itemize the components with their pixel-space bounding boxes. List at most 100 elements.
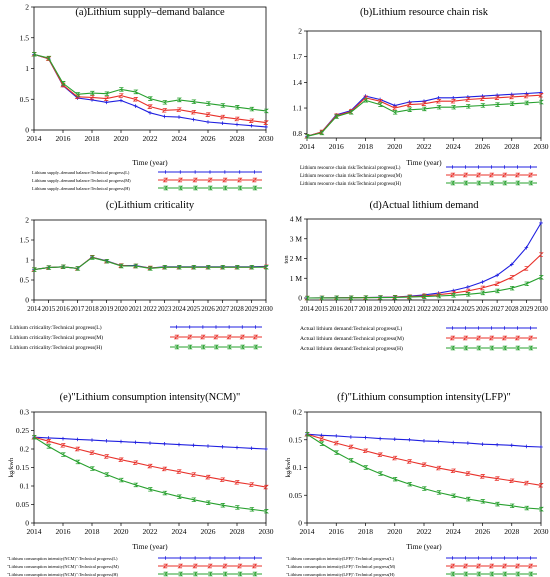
data-point-M — [89, 95, 95, 100]
data-point-H — [436, 490, 442, 495]
data-point-M — [147, 463, 153, 469]
data-point-H — [133, 89, 139, 95]
legend-label: Lithium criticality:Technical progress(M… — [10, 334, 103, 341]
data-point-H — [480, 103, 486, 108]
legend-marker-L — [489, 556, 494, 560]
data-point-L — [349, 435, 353, 439]
x-axis-label: Time (year) — [132, 158, 168, 167]
data-point-H — [119, 87, 124, 92]
legend-marker-M — [173, 334, 180, 340]
legend-marker-H — [515, 180, 521, 186]
data-point-M — [263, 120, 269, 125]
legend-marker-H — [214, 344, 219, 350]
data-point-M — [362, 448, 369, 454]
data-point-L — [104, 439, 109, 443]
data-point-H — [177, 494, 182, 499]
x-tick-label: 2021 — [129, 306, 143, 313]
y-tick-label: 1 — [25, 64, 29, 73]
data-point-L — [249, 123, 254, 128]
legend-label: "Lithium consumption intensity(NCM)":Tec… — [7, 556, 118, 561]
plot-frame — [33, 219, 267, 301]
y-tick-label: 3 M — [290, 234, 303, 243]
data-point-L — [264, 125, 268, 129]
data-point-H — [436, 104, 442, 110]
data-point-H — [319, 130, 325, 136]
data-point-H — [249, 265, 255, 270]
data-point-H — [162, 265, 168, 270]
legend-marker-L — [476, 556, 481, 560]
legend-marker-M — [192, 563, 198, 569]
legend-marker-M — [501, 172, 508, 178]
data-point-M — [538, 483, 544, 488]
data-point-H — [480, 290, 486, 296]
legend-marker-L — [489, 165, 494, 169]
data-point-M — [103, 96, 110, 101]
y-tick-label: 0 — [298, 519, 302, 528]
data-point-L — [235, 122, 239, 127]
data-point-H — [495, 102, 501, 107]
legend-marker-M — [251, 563, 258, 569]
data-point-L — [264, 447, 268, 451]
legend-marker-M — [514, 563, 521, 569]
legend-marker-M — [501, 563, 508, 569]
legend-marker-M — [192, 177, 198, 183]
x-tick-label: 2028 — [230, 134, 245, 143]
y-tick-label: 0.2 — [20, 445, 30, 454]
data-point-H — [46, 265, 52, 270]
legend-label: Actual lithium demand:Technical progress… — [300, 345, 403, 352]
legend-marker-M — [222, 563, 228, 569]
y-tick-label: 0 — [25, 519, 29, 528]
chart-panel-f: (f)"Lithium consumption intensity(LFP)" 0… — [285, 392, 549, 577]
x-tick-label: 2018 — [358, 142, 373, 151]
x-tick-label: 2027 — [490, 306, 504, 313]
y-tick-label: 1.7 — [293, 52, 303, 61]
data-point-H — [177, 265, 182, 270]
legend-marker-L — [463, 556, 468, 560]
data-point-M — [450, 98, 457, 104]
x-tick-label: 2020 — [387, 142, 402, 151]
data-point-L — [220, 444, 225, 449]
data-point-M — [89, 450, 95, 455]
legend-marker-M — [177, 563, 184, 569]
x-tick-label: 2024 — [446, 527, 461, 536]
legend-marker-H — [502, 345, 508, 351]
legend-marker-M — [207, 563, 213, 569]
data-point-H — [466, 292, 471, 297]
y-axis-label: ton — [283, 255, 290, 264]
data-point-H — [32, 434, 37, 440]
y-tick-label: 1.5 — [20, 33, 30, 42]
legend-marker-M — [186, 334, 193, 340]
legend-label: "Lithium consumption intensity(NCM)":Tec… — [7, 572, 118, 577]
data-point-H — [90, 255, 95, 260]
legend-marker-L — [515, 326, 520, 330]
x-tick-label: 2018 — [85, 306, 99, 313]
data-point-M — [479, 474, 486, 479]
legend-label: Lithium supply–demand balance:Technical … — [32, 170, 130, 175]
data-point-H — [177, 97, 182, 103]
data-point-L — [162, 442, 167, 446]
x-tick-label: 2014 — [300, 527, 315, 536]
x-tick-label: 2020 — [114, 134, 129, 143]
data-point-L — [133, 440, 138, 445]
legend-marker-H — [450, 345, 456, 351]
x-tick-label: 2030 — [259, 134, 274, 143]
legend-marker-H — [463, 345, 469, 351]
legend-marker-M — [475, 563, 482, 569]
x-tick-label: 2024 — [446, 306, 460, 313]
data-point-M — [333, 440, 340, 446]
data-point-H — [466, 496, 471, 502]
y-tick-label: 0.25 — [16, 426, 29, 435]
legend-marker-L — [208, 556, 212, 560]
data-point-L — [235, 445, 239, 450]
data-point-H — [407, 294, 413, 300]
data-point-H — [61, 264, 66, 269]
legend-marker-H — [252, 185, 258, 191]
x-tick-label: 2030 — [259, 527, 274, 536]
legend-marker-H — [502, 571, 508, 577]
legend-label: Lithium criticality:Technical progress(H… — [10, 344, 102, 351]
legend-marker-L — [253, 325, 258, 329]
data-point-H — [539, 275, 544, 280]
legend-marker-L — [463, 326, 468, 330]
x-tick-label: 2028 — [504, 142, 519, 151]
data-point-M — [248, 482, 255, 487]
